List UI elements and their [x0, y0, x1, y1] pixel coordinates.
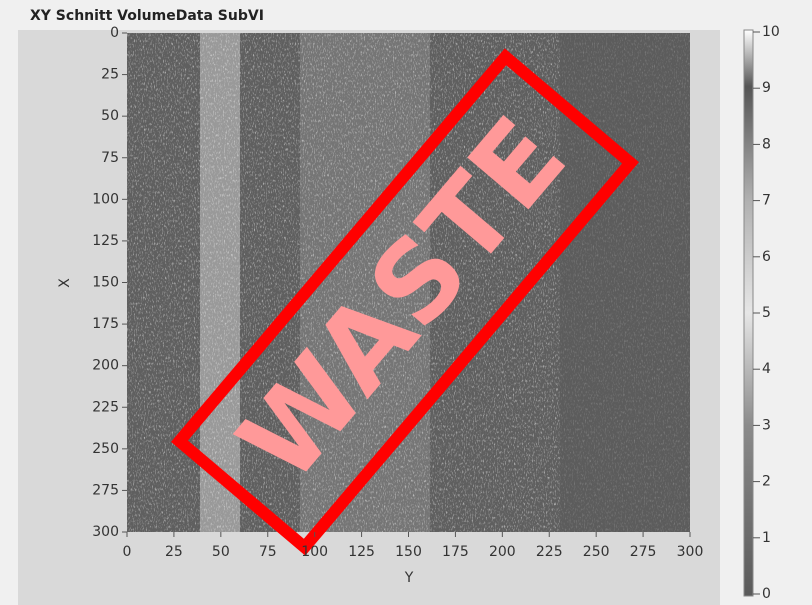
stamp-frame — [171, 48, 639, 556]
window-title: XY Schnitt VolumeData SubVI — [30, 8, 264, 24]
color-tick-label: 1 — [762, 530, 771, 546]
y-tick-label: 100 — [92, 191, 119, 207]
color-tick-label: 3 — [762, 417, 771, 433]
y-tick-label: 300 — [92, 524, 119, 540]
y-tick-label: 0 — [110, 25, 119, 41]
y-tick-label: 75 — [101, 150, 119, 166]
x-tick-label: 125 — [348, 544, 375, 560]
x-tick-label: 50 — [212, 544, 230, 560]
x-tick-label: 250 — [583, 544, 610, 560]
color-tick-label: 6 — [762, 249, 771, 265]
color-tick-label: 7 — [762, 193, 771, 209]
color-tick-label: 10 — [762, 24, 780, 40]
y-tick-label: 150 — [92, 275, 119, 291]
x-tick-label: 25 — [165, 544, 183, 560]
color-tick-label: 8 — [762, 136, 771, 152]
x-tick-label: 150 — [395, 544, 422, 560]
y-tick-label: 50 — [101, 108, 119, 124]
color-tick-label: 4 — [762, 361, 771, 377]
y-tick-label: 225 — [92, 399, 119, 415]
y-tick-label: 125 — [92, 233, 119, 249]
color-tick-label: 5 — [762, 305, 771, 321]
x-axis-label: Y — [404, 570, 414, 586]
x-tick-label: 225 — [536, 544, 563, 560]
y-tick-label: 275 — [92, 482, 119, 498]
x-tick-label: 75 — [259, 544, 277, 560]
x-tick-label: 0 — [123, 544, 132, 560]
x-tick-label: 275 — [630, 544, 657, 560]
y-tick-label: 250 — [92, 441, 119, 457]
color-tick-label: 0 — [762, 586, 771, 602]
color-tick-label: 2 — [762, 474, 771, 490]
x-tick-label: 100 — [301, 544, 328, 560]
dark-band — [560, 33, 690, 532]
color-scale — [743, 29, 754, 597]
color-tick-label: 9 — [762, 80, 771, 96]
y-tick-label: 200 — [92, 358, 119, 374]
y-tick-label: 25 — [101, 67, 119, 83]
y-tick-label: 175 — [92, 316, 119, 332]
plot-area — [127, 33, 690, 532]
x-tick-label: 300 — [677, 544, 704, 560]
y-axis-label: X — [57, 278, 73, 288]
x-tick-label: 175 — [442, 544, 469, 560]
x-tick-label: 200 — [489, 544, 516, 560]
